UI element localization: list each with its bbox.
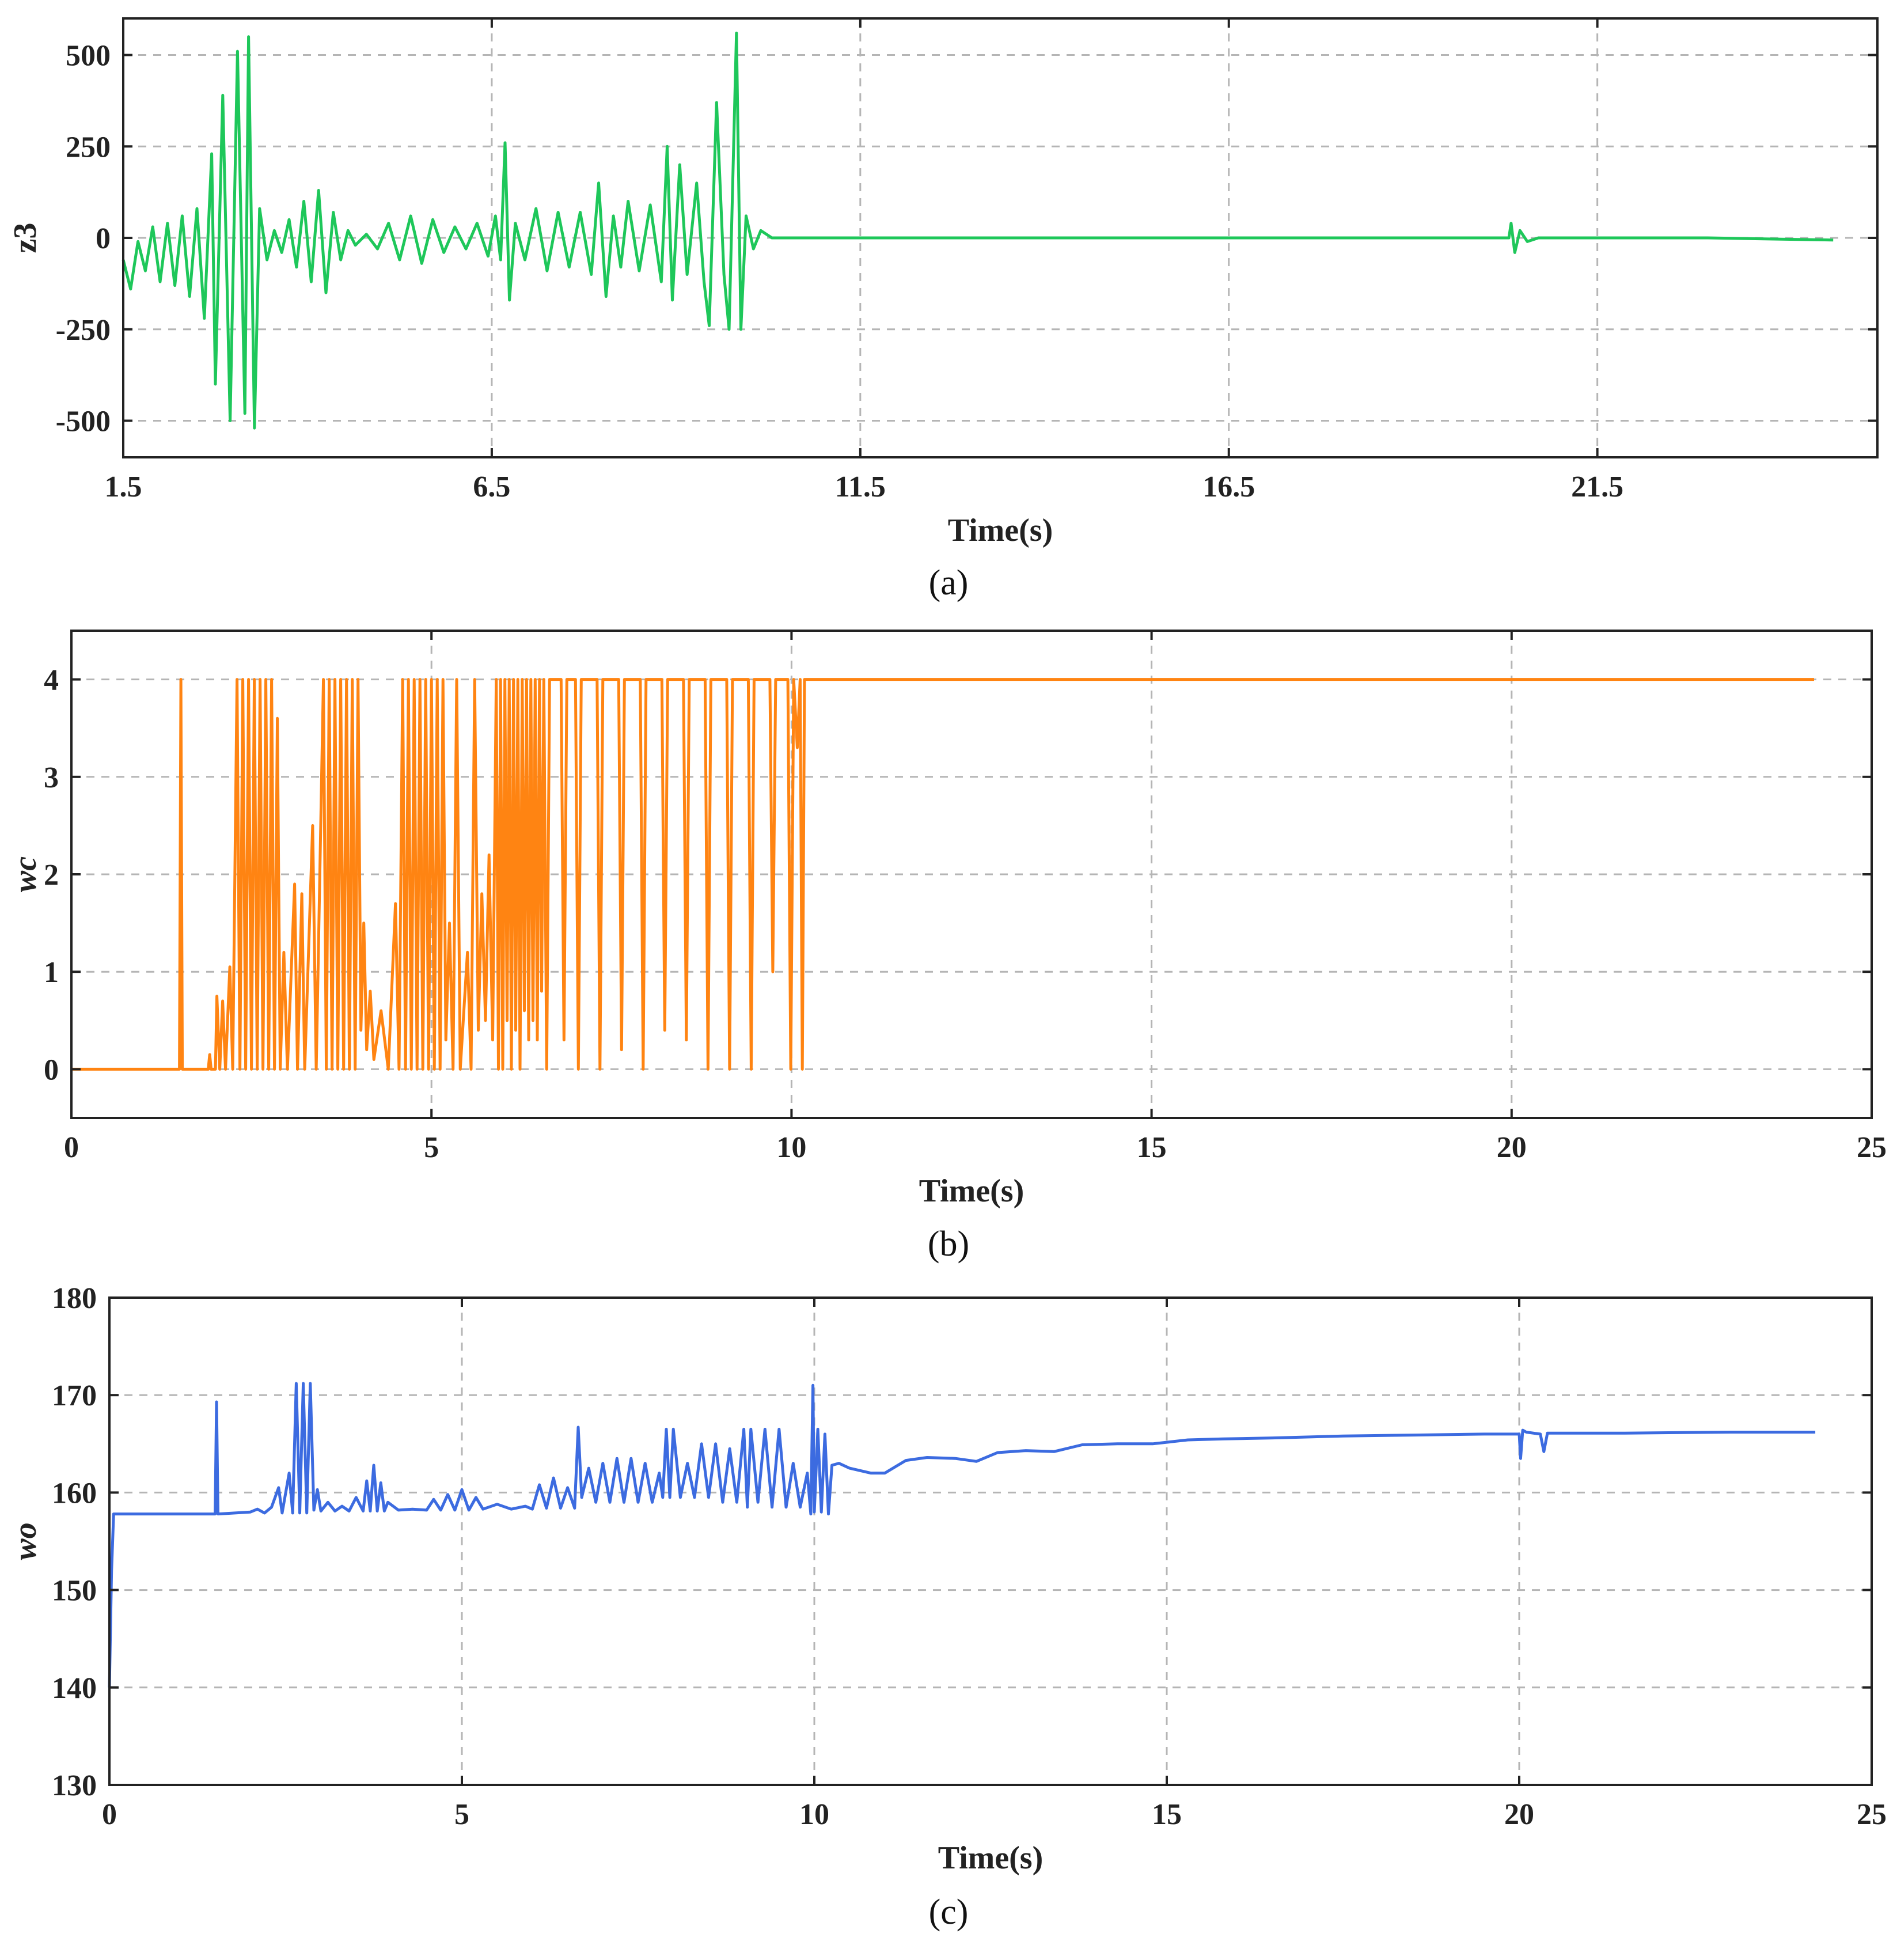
series-line-wo	[108, 1382, 1816, 1688]
x-tick-label: 25	[1857, 1798, 1887, 1831]
y-tick-label: 1	[44, 956, 59, 989]
plot-frame	[108, 1296, 1873, 1786]
y-tick-label: 180	[52, 1282, 97, 1315]
x-tick-label: 10	[776, 1131, 806, 1164]
y-tick-label: 160	[52, 1477, 97, 1510]
y-tick-label: -500	[56, 405, 111, 438]
y-tick-label: 0	[44, 1053, 59, 1086]
y-axis-label: wo	[7, 1522, 43, 1560]
x-tick-label: 15	[1137, 1131, 1167, 1164]
x-tick-label: 20	[1497, 1131, 1527, 1164]
y-tick-label: 2	[44, 859, 59, 892]
series-line-wc	[71, 678, 1814, 1071]
x-tick-label: 10	[799, 1798, 829, 1831]
x-tick-label: 0	[64, 1131, 79, 1164]
y-tick-label: -250	[56, 314, 111, 347]
x-tick-label: 1.5	[105, 471, 142, 503]
x-tick-label: 5	[454, 1798, 469, 1831]
y-tick-label: 130	[52, 1769, 97, 1802]
y-tick-label: 170	[52, 1379, 97, 1412]
panel-caption: (a)	[929, 563, 969, 602]
x-axis-label: Time(s)	[938, 1840, 1044, 1876]
x-tick-label: 11.5	[835, 471, 886, 503]
x-tick-label: 0	[102, 1798, 117, 1831]
x-tick-label: 21.5	[1571, 471, 1623, 503]
x-axis-label: Time(s)	[919, 1173, 1025, 1209]
x-tick-label: 5	[424, 1131, 439, 1164]
y-tick-label: 140	[52, 1672, 97, 1705]
y-tick-label: 3	[44, 761, 59, 794]
panel-caption: (b)	[928, 1224, 969, 1264]
y-axis-label: wc	[7, 856, 43, 892]
x-tick-label: 6.5	[473, 471, 510, 503]
x-tick-label: 15	[1152, 1798, 1182, 1831]
x-tick-label: 25	[1857, 1131, 1887, 1164]
panel-caption: (c)	[929, 1893, 969, 1932]
x-tick-label: 20	[1504, 1798, 1534, 1831]
y-tick-label: 500	[66, 40, 111, 73]
x-tick-label: 16.5	[1202, 471, 1255, 503]
x-axis-label: Time(s)	[948, 513, 1053, 548]
y-tick-label: 4	[44, 664, 59, 697]
y-tick-label: 0	[96, 222, 111, 255]
y-tick-label: 250	[66, 131, 111, 164]
y-tick-label: 150	[52, 1575, 97, 1608]
panel-a: 1.5 6.5 11.5 16.5 21.5 500 250 0 -250 -500 Time(s)…	[7, 17, 1879, 602]
panel-c: 0 5 10 15 20 25 180 170 160 150 140 130 Time(s) wo (c)	[7, 1282, 1887, 1932]
y-axis-label: z3	[7, 223, 43, 253]
series-line-z3	[122, 31, 1834, 430]
